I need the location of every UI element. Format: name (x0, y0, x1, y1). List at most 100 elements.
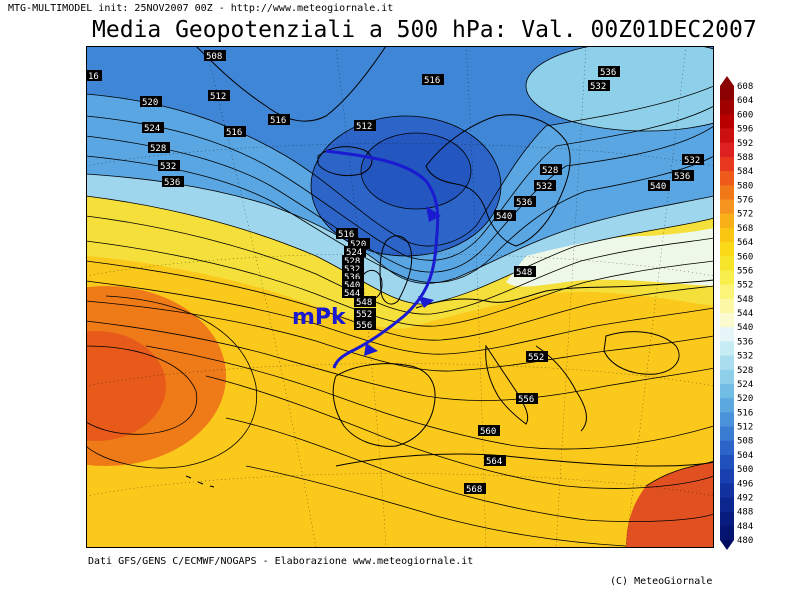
svg-text:536: 536 (344, 273, 360, 283)
contour-label: 512 (354, 120, 376, 132)
svg-text:528: 528 (344, 257, 360, 267)
colorbar-level-label: 584 (737, 167, 753, 177)
contour-label: 540 (494, 210, 516, 222)
colorbar-swatch (720, 426, 734, 441)
contour-label: 532 (682, 154, 704, 166)
svg-text:16: 16 (88, 72, 99, 82)
colorbar-labels: 608 604 600 596 592 588 584 580 576 572 568 564 560 5… (737, 82, 753, 546)
svg-text:548: 548 (516, 268, 532, 278)
data-source: Dati GFS/GENS C/ECMWF/NOGAPS - Elaborazi… (88, 556, 474, 567)
colorbar-level-label: 480 (737, 536, 753, 546)
svg-text:532: 532 (344, 265, 360, 275)
contour-label: 528 (540, 164, 562, 176)
colorbar-level-label: 548 (737, 295, 753, 305)
contour-label: 528 (342, 255, 364, 267)
contour-label: 560 (478, 425, 500, 437)
colorbar-swatch (720, 185, 734, 200)
colorbar-level-label: 504 (737, 451, 753, 461)
contour-label: 548 (354, 296, 376, 308)
svg-text:524: 524 (346, 248, 362, 258)
colorbar-swatch (720, 242, 734, 257)
contour-label: 528 (148, 142, 170, 154)
front-barb-2 (418, 296, 434, 308)
colorbar-swatch (720, 100, 734, 115)
contour-label: 556 (516, 393, 538, 405)
colorbar-max-arrow (720, 76, 734, 86)
contour-label: 16 (86, 70, 102, 82)
colorbar-level-label: 556 (737, 266, 753, 276)
colorbar-swatch (720, 483, 734, 498)
colorbar-level-label: 572 (737, 210, 753, 220)
colorbar-level-label: 496 (737, 479, 753, 489)
colorbar-swatch (720, 171, 734, 186)
coast-scandinavia (425, 114, 571, 247)
colorbar-swatch (720, 114, 734, 129)
svg-text:548: 548 (356, 298, 372, 308)
svg-text:524: 524 (144, 124, 160, 134)
colorbar-level-label: 524 (737, 380, 753, 390)
contour-label: 536 (514, 196, 536, 208)
colorbar-swatch (720, 298, 734, 314)
contour-label: 552 (354, 308, 376, 320)
colorbar-level-label: 560 (737, 252, 753, 262)
contour-label: 520 (140, 96, 162, 108)
band-pale-east (506, 228, 714, 287)
colorbar-level-label: 528 (737, 366, 753, 376)
contour-label: 516 (224, 126, 246, 138)
colorbar-swatch (720, 511, 734, 527)
contour-label: 508 (204, 50, 226, 62)
colorbar-level-label: 568 (737, 224, 753, 234)
colorbar-swatch (720, 497, 734, 512)
svg-text:544: 544 (344, 289, 360, 299)
graticule (86, 46, 714, 548)
svg-text:532: 532 (684, 156, 700, 166)
coastlines (185, 46, 714, 488)
coast-british-isles (379, 235, 413, 305)
svg-text:556: 556 (356, 321, 372, 331)
model-info: MTG-MULTIMODEL init: 25NOV2007 00Z - htt… (8, 3, 394, 14)
coast-europe-main (415, 279, 714, 309)
colorbar-swatch (720, 469, 734, 484)
colorbar-swatches (720, 76, 734, 550)
colorbar-level-label: 512 (737, 423, 753, 433)
svg-text:512: 512 (356, 122, 372, 132)
contour-label: 548 (514, 266, 536, 278)
map-title: Media Geopotenziali a 500 hPa: Val. 00Z0… (92, 17, 757, 43)
colorbar-level-label: 488 (737, 508, 753, 518)
svg-text:540: 540 (650, 182, 666, 192)
colorbar-swatch (720, 369, 734, 385)
colorbar-level-label: 516 (737, 408, 753, 418)
contour-label: 564 (484, 455, 506, 467)
svg-text:568: 568 (466, 485, 482, 495)
svg-text:516: 516 (338, 230, 354, 240)
coast-greenland (195, 46, 387, 122)
colorbar-swatch (720, 86, 734, 101)
colorbar-level-label: 604 (737, 96, 753, 106)
colorbar-swatch (720, 341, 734, 356)
svg-text:508: 508 (206, 52, 222, 62)
colorbar-level-label: 580 (737, 181, 753, 191)
coast-iberia (332, 363, 436, 447)
colorbar-swatch (720, 525, 734, 541)
contour-label: 536 (598, 66, 620, 78)
contour-label: 516 (422, 74, 444, 86)
svg-text:564: 564 (486, 457, 502, 467)
colorbar-swatch (720, 398, 734, 413)
svg-text:540: 540 (496, 212, 512, 222)
coast-balkans (535, 345, 587, 432)
svg-text:528: 528 (150, 144, 166, 154)
contour-label: 524 (142, 122, 164, 134)
svg-text:516: 516 (424, 76, 440, 86)
colorbar-level-label: 608 (737, 82, 753, 92)
colorbar-swatch (720, 227, 734, 243)
svg-text:520: 520 (142, 98, 158, 108)
colorbar-level-label: 536 (737, 337, 753, 347)
colorbar-level-label: 532 (737, 352, 753, 362)
contour-label: 520 (348, 238, 370, 250)
coast-north-africa (335, 453, 714, 467)
contour-label: 552 (526, 351, 548, 363)
high-south-east (626, 461, 714, 548)
front-barb-1 (426, 206, 441, 222)
colorbar: 608 604 600 596 592 588 584 580 576 572 568 564 560 5… (720, 76, 753, 550)
colorbar-level-label: 540 (737, 323, 753, 333)
